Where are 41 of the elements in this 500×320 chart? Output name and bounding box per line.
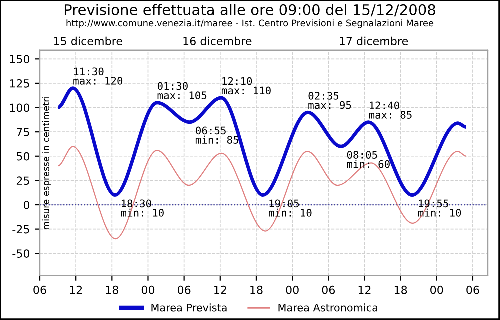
annotation: 02:35 max: 95 [308, 92, 352, 110]
annotation: 08:05 min: 60 [347, 151, 390, 168]
x-tick-label: 06 [322, 286, 336, 294]
x-tick-label: 06 [34, 286, 46, 294]
annotation: 01:30 max: 105 [158, 82, 207, 100]
x-tick-label: 12 [358, 286, 371, 294]
y-tick-label: 75 [17, 128, 30, 136]
y-tick-label: 100 [10, 104, 30, 112]
x-tick-label: 12 [70, 286, 82, 294]
y-tick-label: 50 [16, 152, 30, 161]
x-tick-label: 00 [142, 286, 155, 294]
line-series [57, 146, 467, 240]
chart-subtitle: http://www.comune.venezia.it/maree - Ist. Centro Previsioni e Segnalazioni Maree [66, 20, 434, 28]
annotation: 12:10 max: 110 [222, 77, 271, 95]
chart-title: Previsione effettuata alle ore 09:00 del 15/12/2008 [64, 4, 436, 17]
y-tick-label: 150 [10, 55, 30, 64]
annotation: 19:05 min: 10 [269, 200, 312, 217]
y-tick-label: 25 [16, 176, 30, 186]
x-tick-label: 18 [394, 286, 408, 294]
annotation: 18:30 min: 10 [121, 200, 164, 217]
y-tick-label: -25 [12, 225, 30, 234]
y-tick-label: -50 [12, 250, 30, 258]
annotation: 19:55 min: 10 [418, 200, 462, 217]
y-axis-title: misure espresse in centimetri [42, 97, 52, 230]
x-tick-label: 00 [286, 286, 299, 294]
annotation: 06:55 min: 85 [196, 126, 238, 144]
legend-label: Marea Prevista [152, 304, 227, 312]
y-tick-label: 125 [10, 79, 30, 88]
x2-tick-label: 17 dicembre [340, 36, 408, 46]
x-tick-label: 12 [214, 286, 226, 294]
x2-tick-label: 15 dicembre [54, 36, 122, 46]
x-tick-label: 06 [178, 286, 191, 294]
x-tick-label: 00 [430, 286, 444, 294]
annotation: 12:40 max: 85 [369, 102, 412, 119]
legend-label: Marea Astronomica [278, 304, 378, 312]
x-tick-label: 06 [466, 286, 480, 294]
annotation: 11:30 max: 120 [74, 68, 123, 85]
x-tick-label: 18 [250, 286, 263, 294]
x2-tick-label: 16 dicembre [184, 36, 252, 46]
y-tick-label: 0 [24, 200, 30, 210]
x-tick-label: 18 [106, 286, 118, 294]
